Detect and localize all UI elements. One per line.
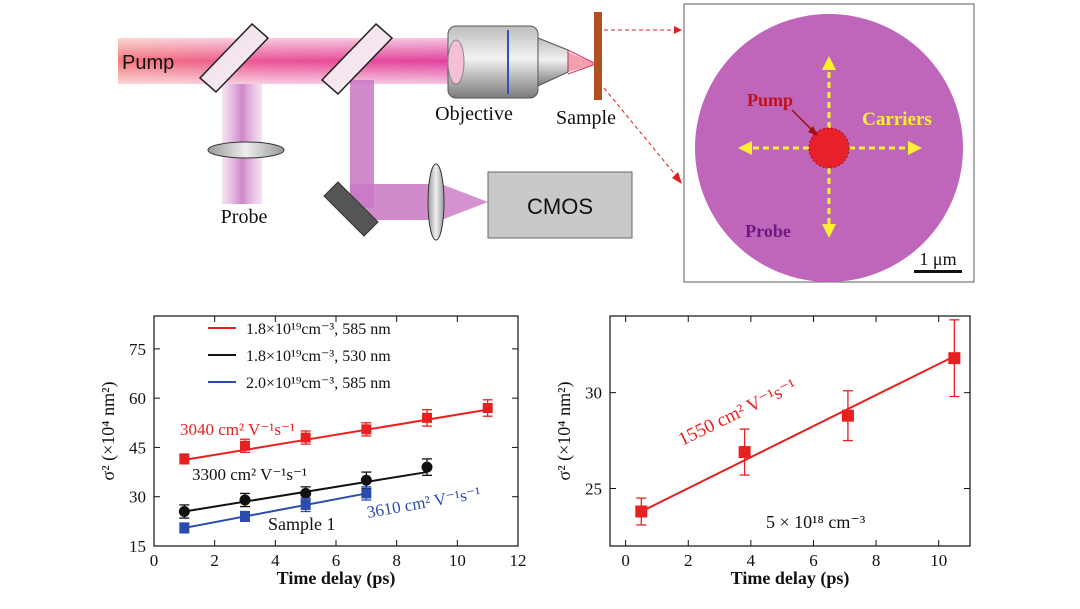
objective [447,25,569,99]
zoom-guide-bottom [603,87,679,179]
legend-label: 1.8×10¹⁹cm⁻³, 585 nm [246,321,391,338]
data-point [300,487,312,499]
x-tick-label: 10 [449,551,466,570]
y-tick-label: 75 [129,340,146,359]
carrier-arrows [748,66,912,228]
annotation-mobility-blue: 3610 cm² V⁻¹s⁻¹ [365,483,482,522]
pump-spot [809,128,849,168]
y-tick-label: 45 [129,438,146,457]
x-tick-label: 8 [392,551,401,570]
beamsplitter-1 [198,22,270,94]
x-tick-label: 6 [809,551,818,570]
fit-line [640,355,955,513]
data-point [635,505,648,518]
chart-left: 0 2 4 6 8 10 12 15 30 45 60 75 Time delay (ps) σ² (×1… [98,315,527,589]
y-axis-label: σ² (×10⁴ nm²) [554,382,575,481]
y-tick-label: 30 [129,488,146,507]
data-point [421,461,433,473]
scale-bar [914,270,962,273]
data-point [239,494,251,506]
focused-beam [568,52,596,72]
data-point [482,403,493,413]
data-point [179,453,190,464]
scale-bar-label: 1 μm [919,249,956,269]
x-tick-label: 0 [621,551,630,570]
chart-right: 0 2 4 6 8 10 25 30 Time delay (ps) σ² (×10⁴ nm²) 1… [554,315,971,589]
x-tick-label: 8 [872,551,881,570]
x-tick-label: 6 [332,551,341,570]
density-note: 5 × 10¹⁸ cm⁻³ [766,512,866,532]
sample-note: Sample 1 [268,514,336,534]
x-tick-label: 4 [747,551,756,570]
optical-setup: CMOS Pump Probe Objective Sample [118,12,682,241]
sample [594,12,602,100]
y-tick-label: 25 [585,480,602,499]
fit-line [184,408,488,461]
objective-label: Objective [435,103,513,125]
data-point [360,474,372,486]
y-tick-label: 30 [585,384,602,403]
annotation-mobility-black: 3300 cm² V⁻¹s⁻¹ [192,465,307,484]
x-axis-label: Time delay (ps) [277,568,396,589]
inset-probe-label: Probe [745,221,791,241]
x-tick-label: 4 [271,551,280,570]
steering-mirror [323,181,379,237]
probe-label: Probe [221,206,268,228]
y-axis-label: σ² (×10⁴ nm²) [98,382,119,481]
probe-beam-focus [436,182,488,222]
data-point [361,424,372,435]
data-point [422,412,432,423]
data-point [738,446,751,459]
annotation-mobility-red: 3040 cm² V⁻¹s⁻¹ [180,420,295,439]
plot-frame [609,315,971,547]
data-point [361,488,372,499]
inset-pump-label: Pump [747,90,793,110]
y-tick-label: 60 [129,389,146,408]
annotation-mobility: 1550 cm² V⁻¹s⁻¹ [675,375,800,450]
data-point [240,511,250,522]
legend-label: 1.8×10¹⁹cm⁻³, 530 nm [246,348,391,365]
beamsplitter-2 [320,22,394,96]
fit-line [184,492,367,529]
x-tick-label: 2 [684,551,693,570]
cmos-lens [427,163,445,241]
x-axis-label: Time delay (ps) [731,568,850,589]
data-point [240,440,250,451]
x-tick-label: 10 [930,551,947,570]
cmos-label: CMOS [527,194,593,219]
inset-panel: Pump Carriers Probe 1 μm [683,3,975,283]
x-tick-label: 12 [510,551,527,570]
inset-carriers-label: Carriers [862,109,932,130]
probe-lens [207,141,285,159]
data-point [300,499,311,510]
y-tick-label: 15 [129,537,146,556]
data-point [179,522,190,533]
x-tick-label: 2 [210,551,219,570]
x-tick-label: 0 [150,551,159,570]
data-point [300,432,311,443]
data-point [948,352,961,365]
data-point [178,506,190,517]
legend-label: 2.0×10¹⁹cm⁻³, 585 nm [246,375,391,392]
pump-label: Pump [122,52,174,74]
data-point [841,409,854,422]
sample-label: Sample [556,107,616,129]
cmos-camera [487,171,633,239]
